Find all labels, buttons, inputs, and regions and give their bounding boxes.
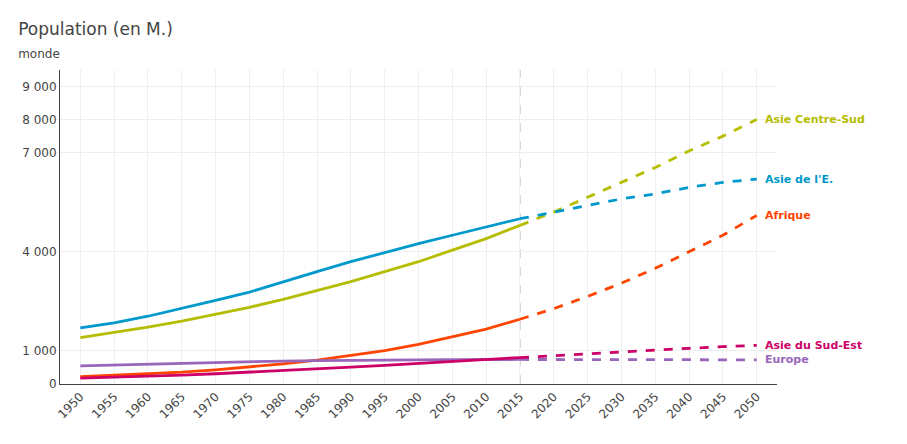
svg-text:2035: 2035 [630,390,661,421]
svg-text:Asie du Sud-Est: Asie du Sud-Est [765,339,862,352]
svg-text:2010: 2010 [461,390,492,421]
svg-text:2040: 2040 [664,390,695,421]
svg-text:monde: monde [18,47,60,61]
svg-text:2020: 2020 [529,390,560,421]
svg-text:4 000: 4 000 [22,245,56,259]
svg-text:1955: 1955 [89,390,120,421]
svg-text:1950: 1950 [55,390,86,421]
svg-text:0: 0 [49,377,57,391]
svg-text:2045: 2045 [698,390,729,421]
svg-text:Asie Centre-Sud: Asie Centre-Sud [765,113,865,126]
svg-text:1970: 1970 [190,390,221,421]
svg-text:1965: 1965 [157,390,188,421]
svg-text:1960: 1960 [123,390,154,421]
svg-text:8 000: 8 000 [22,113,56,127]
svg-text:2005: 2005 [427,390,458,421]
svg-text:1985: 1985 [292,390,323,421]
svg-text:Population (en M.): Population (en M.) [18,19,173,39]
svg-text:1995: 1995 [360,390,391,421]
svg-text:2030: 2030 [596,390,627,421]
svg-text:9 000: 9 000 [22,80,56,94]
svg-text:2015: 2015 [495,390,526,421]
svg-text:2025: 2025 [562,390,593,421]
svg-text:7 000: 7 000 [22,146,56,160]
svg-text:1990: 1990 [326,390,357,421]
svg-text:2050: 2050 [732,390,763,421]
svg-text:Afrique: Afrique [765,209,811,222]
svg-text:Europe: Europe [765,353,809,366]
svg-text:Asie de l'E.: Asie de l'E. [765,173,833,186]
svg-text:1980: 1980 [258,390,289,421]
svg-text:1975: 1975 [224,390,255,421]
svg-text:2000: 2000 [393,390,424,421]
svg-text:1 000: 1 000 [22,344,56,358]
